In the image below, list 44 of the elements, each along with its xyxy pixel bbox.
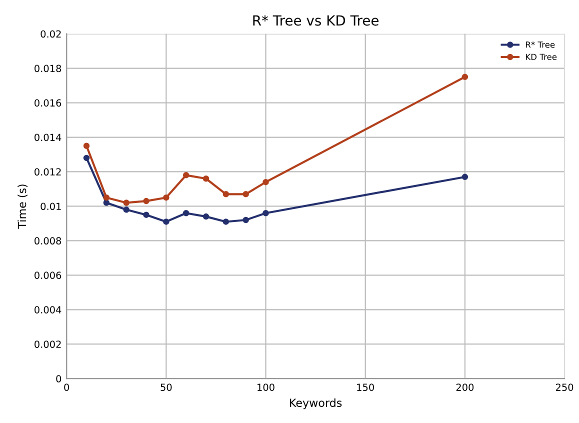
point (182, 210, 190, 216)
point (83, 154, 90, 162)
point (163, 194, 170, 201)
y-tick-label: 0.016 (34, 99, 62, 107)
point (103, 194, 110, 201)
x-axis-title: Keywords (290, 398, 342, 410)
x-tick-label: 150 (357, 384, 374, 391)
y-tick-label: 0.01 (40, 202, 61, 210)
x-tick-label: 50 (160, 384, 172, 391)
point (262, 210, 269, 216)
x-tick-label: 100 (258, 384, 274, 391)
point (462, 74, 468, 80)
point (262, 178, 269, 186)
y-tick-label: 0 (56, 375, 62, 382)
point (202, 176, 210, 182)
point (242, 191, 249, 198)
y-tick-label: 0.014 (34, 134, 62, 142)
legend-label: KD Tree (526, 54, 557, 60)
point (83, 142, 90, 150)
point (242, 216, 249, 224)
y-tick-label: 0.018 (34, 64, 62, 72)
y-axis-title: Time (s) (18, 184, 28, 229)
point (462, 174, 468, 180)
x-tick-label: 0 (64, 384, 70, 391)
chart-title: R* Tree vs KD Tree (253, 15, 378, 26)
point (163, 218, 170, 225)
point (103, 200, 110, 206)
point (222, 218, 230, 225)
y-tick-label: 0.004 (34, 306, 62, 314)
x-tick-label: 250 (556, 384, 574, 391)
y-tick-label: 0.02 (40, 30, 61, 38)
y-tick-label: 0.002 (34, 340, 61, 348)
y-tick-label: 0.008 (34, 237, 62, 245)
point (123, 206, 130, 213)
legend-label: R* Tree (526, 41, 555, 48)
point (143, 198, 150, 204)
point (222, 191, 230, 198)
point (143, 212, 150, 218)
y-tick-label: 0.006 (34, 272, 62, 279)
x-tick-label: 200 (456, 384, 474, 391)
point (182, 172, 190, 178)
point (123, 200, 130, 206)
point (202, 213, 210, 220)
y-tick-label: 0.012 (34, 168, 61, 176)
